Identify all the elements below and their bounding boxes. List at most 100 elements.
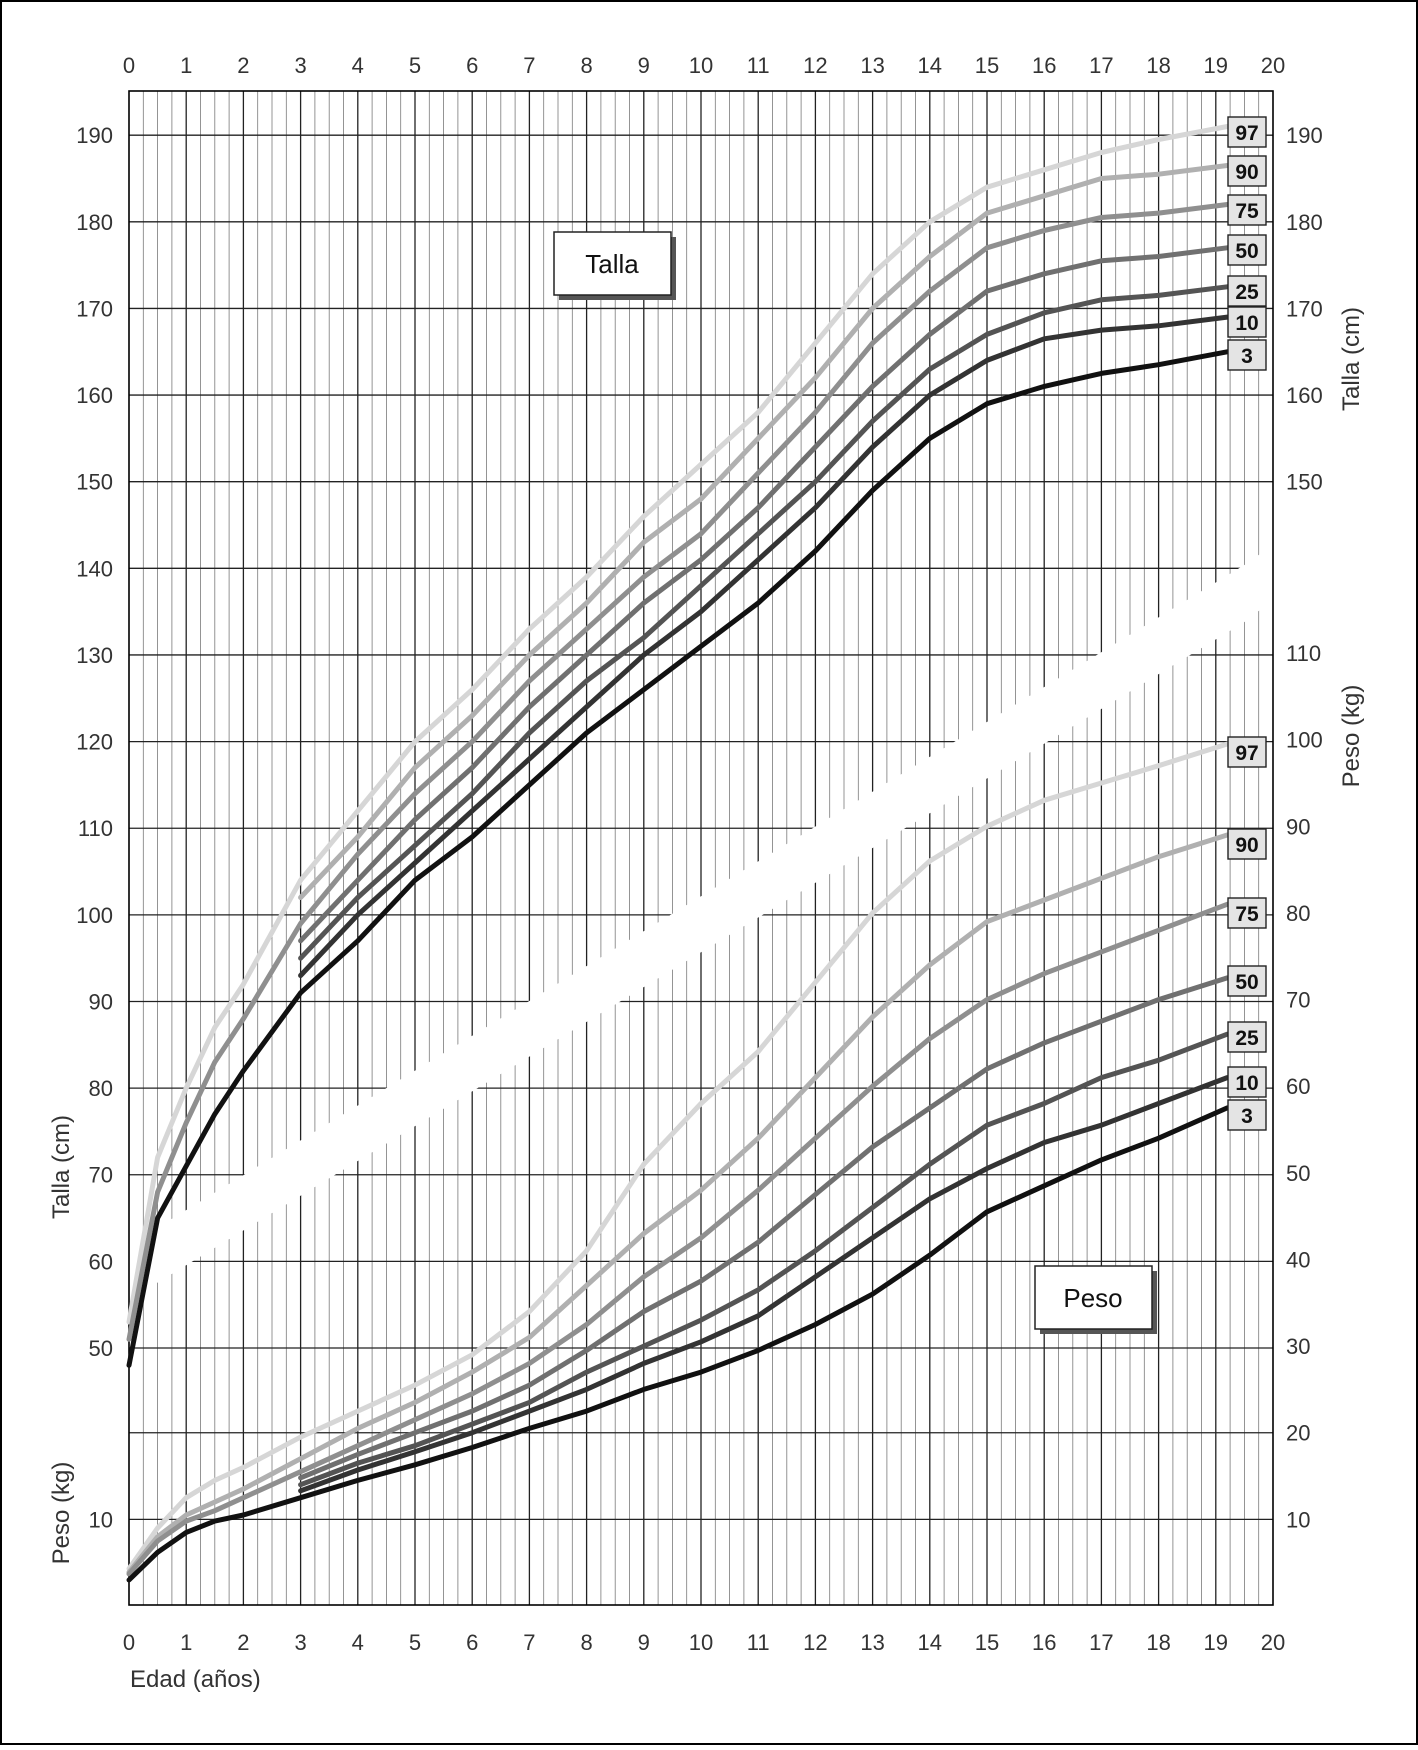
peso-series-line-p50 — [298, 975, 1230, 1481]
left-peso-axis-title: Peso (kg) — [48, 1462, 75, 1565]
svg-text:Talla: Talla — [585, 249, 639, 279]
talla-tick-left: 170 — [76, 296, 113, 321]
grid — [129, 91, 1273, 1605]
x-tick-bottom: 1 — [180, 1630, 192, 1655]
peso-series-line-p25 — [298, 1031, 1230, 1488]
x-tick-bottom: 2 — [237, 1630, 249, 1655]
talla-series-line-p50 — [298, 245, 1230, 944]
x-tick-top: 3 — [294, 53, 306, 78]
talla-tick-left: 110 — [78, 816, 113, 841]
talla-percentile-label-box — [1227, 339, 1267, 371]
peso-percentile-label-box — [1227, 965, 1267, 997]
talla-percentile-label-p97: 97 — [1235, 122, 1258, 145]
talla-tick-left: 100 — [76, 903, 113, 928]
talla-tick-right: 160 — [1286, 383, 1323, 408]
peso-percentile-label-p97: 97 — [1235, 742, 1258, 765]
talla-percentile-label-p10: 10 — [1235, 312, 1258, 335]
x-tick-bottom: 13 — [860, 1630, 884, 1655]
peso-percentile-label-p3: 3 — [1241, 1105, 1253, 1128]
peso-percentile-label-box — [1227, 1021, 1267, 1053]
peso-tick-right: 90 — [1286, 814, 1310, 839]
x-tick-bottom: 20 — [1261, 1630, 1285, 1655]
peso-series-line-p10 — [298, 1075, 1230, 1494]
left-talla-axis-title: Talla (cm) — [48, 1115, 75, 1219]
x-tick-top: 13 — [860, 53, 884, 78]
talla-percentile-label-p25: 25 — [1235, 281, 1259, 304]
peso-tick-right: 40 — [1286, 1247, 1310, 1272]
x-tick-bottom: 19 — [1204, 1630, 1228, 1655]
x-tick-top: 14 — [918, 53, 942, 78]
talla-tick-left: 190 — [76, 123, 113, 148]
x-tick-bottom: 8 — [580, 1630, 592, 1655]
x-tick-top: 8 — [580, 53, 592, 78]
x-tick-top: 5 — [409, 53, 421, 78]
x-tick-top: 6 — [466, 53, 478, 78]
separator-band — [129, 545, 1273, 1300]
talla-tick-left: 130 — [76, 643, 113, 668]
talla-tick-right: 150 — [1286, 470, 1323, 495]
peso-percentile-label-box — [1227, 828, 1267, 860]
peso-tick-right: 30 — [1286, 1334, 1310, 1359]
peso-percentile-label-p75: 75 — [1235, 903, 1259, 926]
x-tick-bottom: 14 — [918, 1630, 942, 1655]
right-talla-axis-title: Talla (cm) — [1338, 307, 1365, 411]
talla-tick-left: 50 — [89, 1336, 113, 1361]
x-tick-top: 19 — [1204, 53, 1228, 78]
x-tick-bottom: 17 — [1089, 1630, 1113, 1655]
talla-tick-left: 70 — [89, 1163, 113, 1188]
peso-percentile-label-box — [1227, 736, 1267, 768]
x-axis-title: Edad (años) — [130, 1666, 261, 1693]
x-tick-bottom: 5 — [409, 1630, 421, 1655]
x-tick-bottom: 10 — [689, 1630, 713, 1655]
peso-percentile-label-p25: 25 — [1235, 1027, 1259, 1050]
x-tick-bottom: 15 — [975, 1630, 999, 1655]
talla-percentile-label-box — [1227, 194, 1267, 226]
x-tick-bottom: 16 — [1032, 1630, 1056, 1655]
peso-tick-right: 60 — [1286, 1074, 1310, 1099]
peso-series-line-p75 — [126, 901, 1230, 1577]
talla-panel-label: Talla — [553, 231, 676, 300]
peso-percentile-label-p90: 90 — [1235, 834, 1258, 857]
x-tick-bottom: 4 — [352, 1630, 364, 1655]
peso-series: 97 90 75 50 25 10 3 — [126, 736, 1267, 1583]
talla-percentile-label-p90: 90 — [1235, 161, 1258, 184]
x-tick-top: 9 — [638, 53, 650, 78]
x-tick-bottom: 12 — [803, 1630, 827, 1655]
x-tick-top: 18 — [1146, 53, 1170, 78]
talla-tick-right: 180 — [1286, 210, 1323, 235]
talla-tick-left: 140 — [76, 556, 113, 581]
talla-percentile-label-box — [1227, 275, 1267, 307]
x-tick-top: 7 — [523, 53, 535, 78]
talla-series-line-p75 — [126, 202, 1230, 1342]
x-tick-bottom: 9 — [638, 1630, 650, 1655]
x-tick-bottom: 0 — [123, 1630, 135, 1655]
peso-percentile-label-p10: 10 — [1235, 1072, 1258, 1095]
talla-tick-left: 120 — [76, 730, 113, 755]
x-tick-top: 15 — [975, 53, 999, 78]
peso-tick-left: 10 — [89, 1507, 113, 1532]
peso-series-line-p3 — [126, 1105, 1230, 1583]
x-tick-top: 1 — [180, 53, 192, 78]
talla-percentile-label-p75: 75 — [1235, 200, 1259, 223]
plot-frame — [128, 90, 1274, 1606]
x-tick-top: 10 — [689, 53, 713, 78]
x-tick-top: 17 — [1089, 53, 1113, 78]
peso-tick-right: 50 — [1286, 1161, 1310, 1186]
talla-percentile-label-box — [1227, 234, 1267, 266]
talla-tick-left: 180 — [76, 210, 113, 235]
peso-tick-right: 20 — [1286, 1421, 1310, 1446]
talla-series-line-p25 — [298, 284, 1230, 961]
talla-tick-right: 190 — [1286, 123, 1323, 148]
peso-tick-right: 70 — [1286, 988, 1310, 1013]
x-tick-top: 2 — [237, 53, 249, 78]
talla-tick-right: 170 — [1286, 296, 1323, 321]
peso-tick-right: 10 — [1286, 1507, 1310, 1532]
peso-percentile-label-box — [1227, 1099, 1267, 1131]
x-tick-bottom: 7 — [523, 1630, 535, 1655]
x-tick-top: 0 — [123, 53, 135, 78]
talla-percentile-label-p50: 50 — [1235, 240, 1258, 263]
x-tick-bottom: 6 — [466, 1630, 478, 1655]
peso-panel-label: Peso — [1034, 1265, 1157, 1334]
